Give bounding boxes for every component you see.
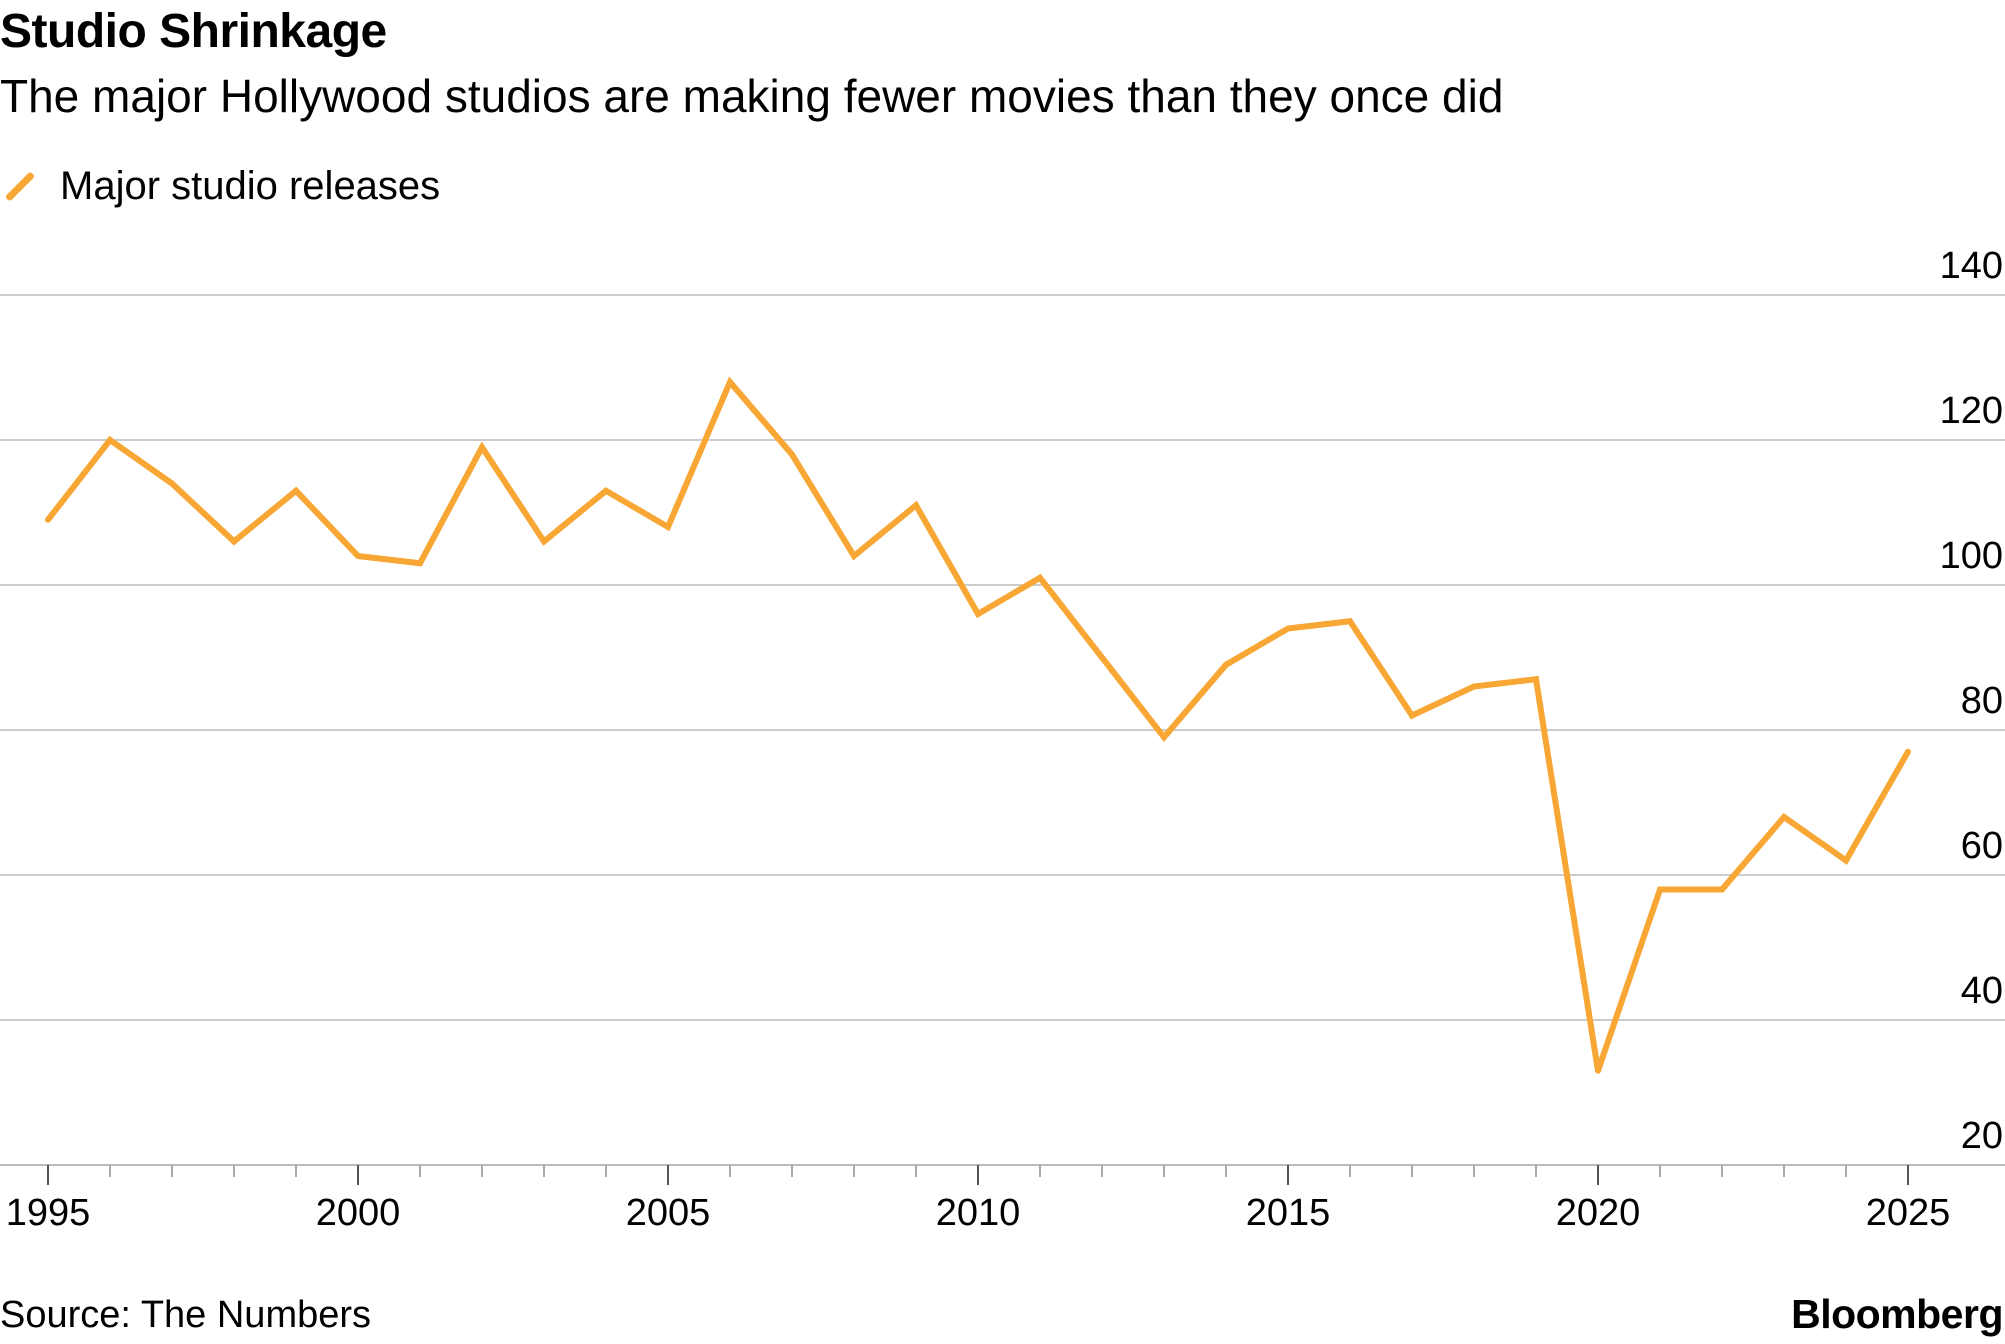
x-axis: 1995 2000 2005 2010 2015 2020 2025: [0, 1164, 2005, 1234]
data-point-2001: [417, 560, 423, 567]
x-tick-label: 2015: [1246, 1192, 1331, 1234]
x-tick-label: 1995: [6, 1192, 91, 1234]
y-tick-label: 80: [1961, 680, 2003, 722]
x-tick-label: 2000: [316, 1192, 401, 1234]
data-point-2006: [727, 379, 733, 385]
data-point-2016: [1347, 618, 1353, 625]
data-point-2010: [975, 611, 981, 617]
legend-label: Major studio releases: [60, 164, 441, 208]
line-chart: 20 40 60 80 100 120 140 1995 2000 2005 2010 2015 20…: [0, 245, 2005, 1234]
data-point-2000: [355, 553, 361, 559]
x-tick-label: 2005: [626, 1192, 711, 1234]
data-point-1998: [231, 538, 237, 545]
data-point-2004: [603, 487, 609, 494]
data-point-2020: [1595, 1067, 1601, 1074]
data-point-1996: [107, 437, 113, 443]
y-tick-label: 20: [1961, 1115, 2003, 1157]
data-point-2007: [789, 451, 795, 458]
y-axis-tick-labels: 20 40 60 80 100 120 140: [1940, 245, 2003, 1157]
x-tick-label: 2010: [936, 1192, 1021, 1234]
x-tick-label: 2025: [1866, 1192, 1951, 1234]
chart-subtitle: The major Hollywood studios are making f…: [0, 70, 1504, 122]
data-point-2008: [851, 553, 857, 559]
data-point-2003: [541, 538, 547, 545]
data-point-2019: [1533, 676, 1539, 683]
data-point-2013: [1161, 734, 1167, 741]
data-point-2023: [1781, 814, 1787, 820]
y-tick-label: 120: [1940, 390, 2003, 432]
data-point-2018: [1471, 683, 1477, 690]
data-point-2017: [1409, 712, 1415, 719]
data-point-1999: [293, 487, 299, 494]
data-point-2015: [1285, 625, 1291, 632]
data-point-2022: [1719, 886, 1725, 893]
data-point-2009: [913, 502, 919, 509]
x-tick-label: 2020: [1556, 1192, 1641, 1234]
data-point-2012: [1099, 654, 1105, 661]
legend: Major studio releases: [0, 158, 440, 214]
data-point-2024: [1843, 857, 1849, 864]
gridlines: [0, 294, 2005, 1021]
y-tick-label: 140: [1940, 245, 2003, 287]
data-point-2002: [479, 444, 485, 451]
data-point-1997: [169, 480, 175, 487]
data-point-2021: [1657, 886, 1663, 893]
y-tick-label: 60: [1961, 825, 2003, 867]
source-note: Source: The Numbers: [0, 1294, 372, 1336]
data-point-1995: [45, 516, 51, 523]
series-line: [45, 376, 1911, 1072]
data-point-2011: [1037, 574, 1043, 581]
data-point-2014: [1223, 661, 1229, 668]
data-point-2025: [1905, 748, 1911, 755]
series-layer: [45, 376, 1911, 1074]
brand-logo: Bloomberg: [1791, 1291, 2003, 1337]
y-tick-label: 100: [1940, 535, 2003, 577]
y-tick-label: 40: [1961, 970, 2003, 1012]
data-point-2005: [665, 524, 671, 530]
chart-title: Studio Shrinkage: [0, 5, 387, 58]
